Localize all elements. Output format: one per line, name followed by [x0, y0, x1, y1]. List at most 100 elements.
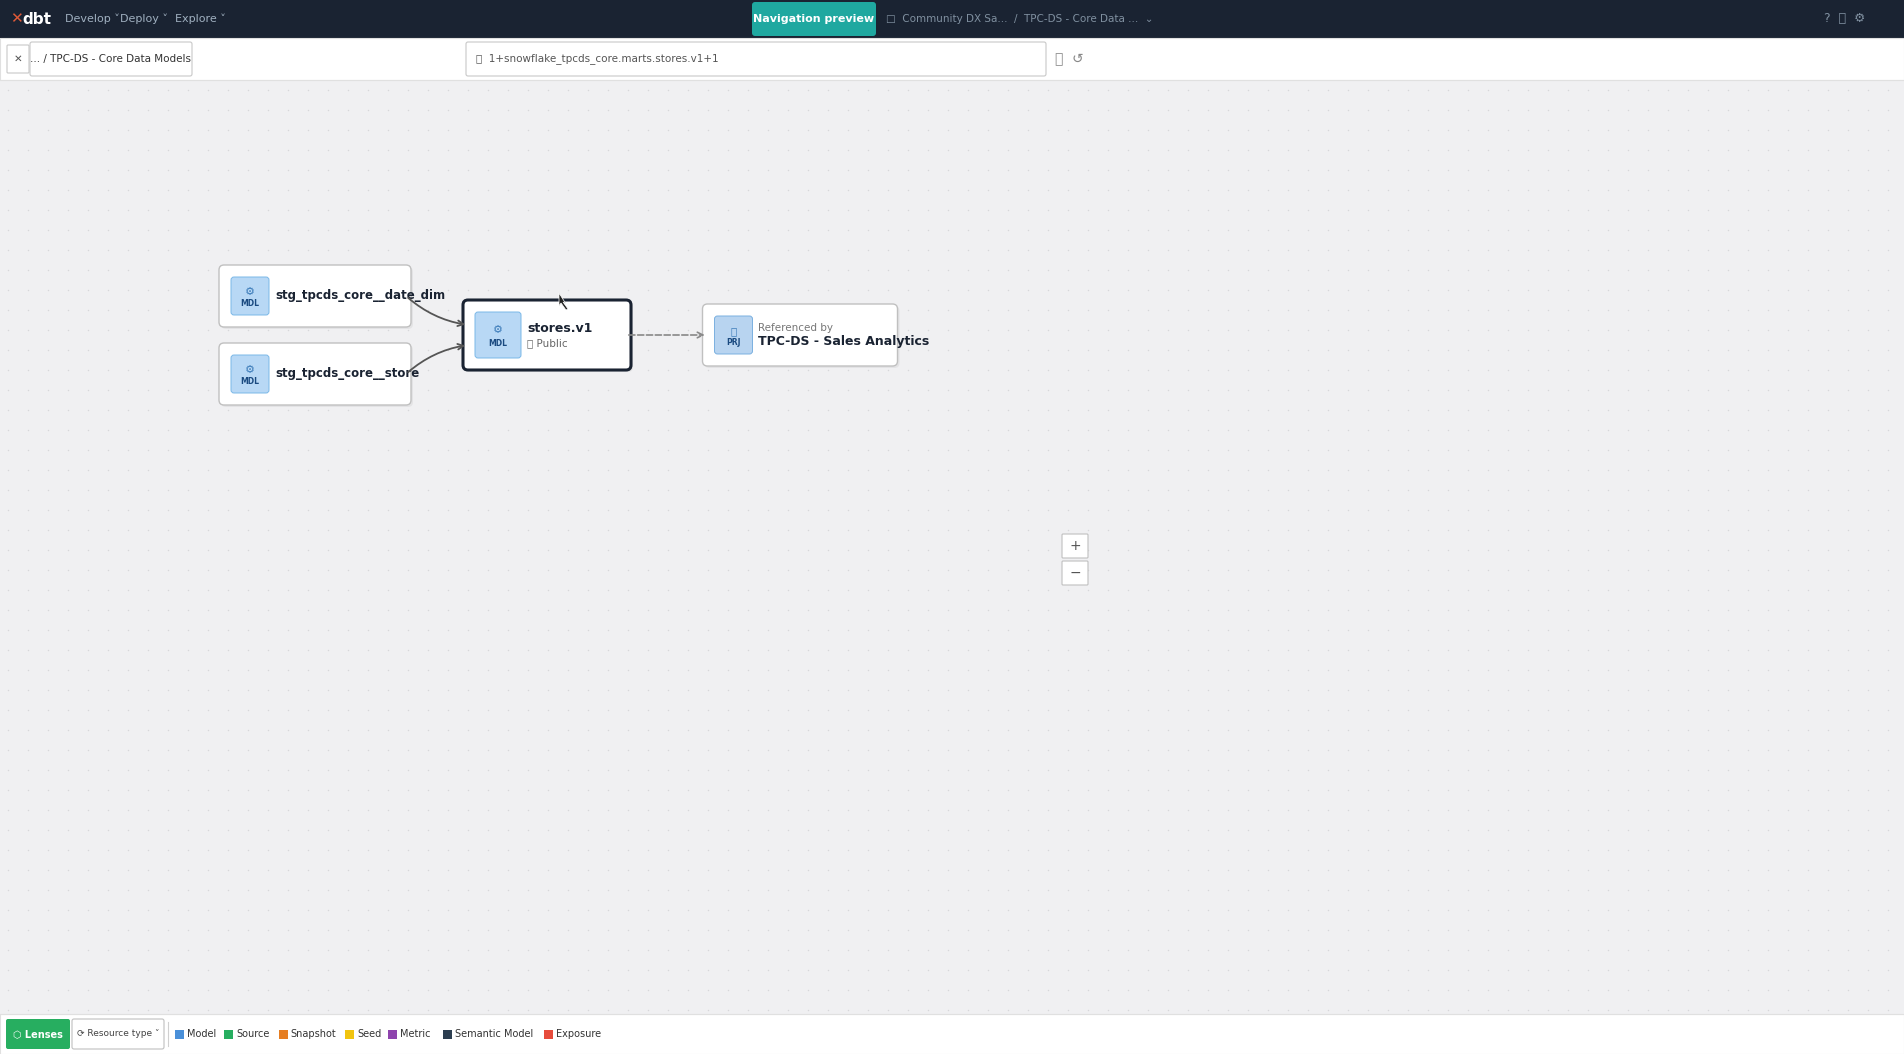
Point: [952, 522, 982, 539]
Point: [1813, 1001, 1843, 1018]
Point: [1053, 542, 1083, 559]
Point: [1392, 181, 1422, 198]
Point: [1373, 482, 1403, 499]
Point: [1613, 901, 1643, 918]
Point: [832, 321, 863, 338]
Point: [312, 482, 343, 499]
Point: [1072, 622, 1102, 639]
Point: [1533, 301, 1563, 318]
Point: [792, 742, 823, 759]
Point: [813, 742, 843, 759]
Point: [472, 101, 503, 118]
Point: [112, 821, 143, 838]
Point: [1573, 662, 1603, 679]
Point: [72, 221, 103, 238]
Point: [752, 742, 783, 759]
Point: [293, 362, 324, 378]
Point: [133, 941, 164, 958]
Point: [552, 522, 583, 539]
Point: [693, 402, 724, 418]
Point: [93, 121, 124, 138]
Point: [1173, 702, 1203, 719]
Point: [1312, 582, 1342, 599]
Point: [432, 321, 463, 338]
Point: [1554, 821, 1584, 838]
Point: [1373, 841, 1403, 858]
Point: [533, 762, 564, 779]
Point: [453, 341, 484, 358]
Point: [1352, 1001, 1382, 1018]
Point: [453, 442, 484, 458]
Point: [1533, 961, 1563, 978]
Point: [333, 742, 364, 759]
Point: [1192, 981, 1222, 998]
Point: [632, 762, 663, 779]
Point: [1013, 901, 1043, 918]
Point: [792, 602, 823, 619]
Point: [872, 762, 902, 779]
Point: [1133, 382, 1163, 398]
Text: Deploy ˅: Deploy ˅: [120, 14, 168, 24]
Point: [312, 1001, 343, 1018]
Point: [112, 802, 143, 819]
Point: [1352, 442, 1382, 458]
Point: [1773, 422, 1803, 438]
Point: [493, 722, 524, 739]
Point: [293, 941, 324, 958]
Point: [1834, 362, 1864, 378]
Point: [1634, 402, 1664, 418]
Point: [792, 321, 823, 338]
Point: [72, 722, 103, 739]
Point: [1733, 221, 1763, 238]
Point: [312, 382, 343, 398]
Point: [173, 582, 204, 599]
Point: [1493, 141, 1523, 158]
Point: [352, 121, 383, 138]
Point: [293, 281, 324, 298]
Point: [832, 762, 863, 779]
Point: [832, 861, 863, 878]
Point: [632, 582, 663, 599]
Point: [133, 582, 164, 599]
Point: [693, 981, 724, 998]
Point: [632, 642, 663, 659]
Point: [1533, 642, 1563, 659]
Point: [813, 821, 843, 838]
Point: [632, 901, 663, 918]
Point: [13, 161, 44, 178]
Point: [1474, 762, 1504, 779]
Point: [213, 422, 244, 438]
Point: [413, 881, 444, 898]
Point: [1733, 881, 1763, 898]
Point: [472, 121, 503, 138]
Point: [32, 562, 63, 579]
Point: [1493, 841, 1523, 858]
Point: [752, 562, 783, 579]
Point: [933, 682, 963, 699]
Point: [853, 81, 883, 98]
Point: [1152, 522, 1182, 539]
Point: [1853, 542, 1883, 559]
Point: [653, 861, 684, 878]
Point: [773, 981, 803, 998]
Point: [573, 462, 604, 479]
Point: [912, 821, 942, 838]
Point: [1192, 261, 1222, 278]
Point: [1112, 861, 1142, 878]
Point: [533, 921, 564, 938]
Point: [1093, 901, 1123, 918]
Point: [653, 161, 684, 178]
Point: [173, 782, 204, 799]
Point: [712, 221, 743, 238]
Point: [1352, 622, 1382, 639]
Point: [1634, 321, 1664, 338]
Point: [1013, 841, 1043, 858]
Point: [72, 422, 103, 438]
Point: [272, 562, 303, 579]
Point: [653, 941, 684, 958]
Point: [213, 782, 244, 799]
Point: [72, 542, 103, 559]
Point: [472, 821, 503, 838]
Point: [1133, 362, 1163, 378]
Point: [432, 742, 463, 759]
